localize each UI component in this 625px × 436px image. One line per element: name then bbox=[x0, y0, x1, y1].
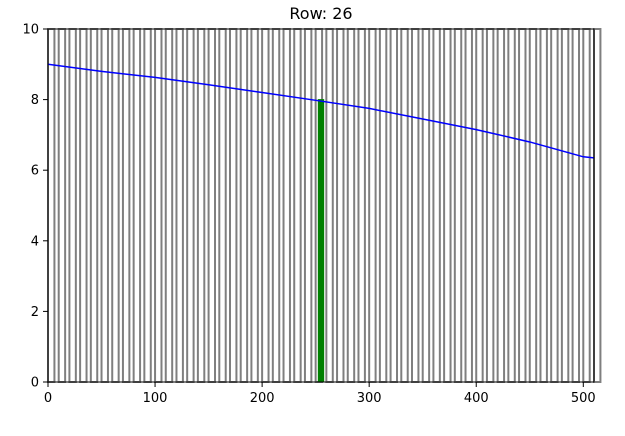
y-tick-label: 6 bbox=[31, 164, 39, 179]
bar bbox=[368, 28, 377, 383]
y-tick-label: 4 bbox=[31, 234, 39, 249]
bar bbox=[464, 28, 473, 383]
bar bbox=[111, 28, 120, 383]
bar bbox=[207, 28, 217, 383]
x-axis: 0 100 200 300 400 500 bbox=[44, 382, 596, 406]
chart-title: Row: 26 bbox=[289, 4, 352, 23]
bar bbox=[443, 28, 452, 383]
bar bbox=[271, 28, 281, 383]
bar bbox=[496, 28, 506, 383]
bar bbox=[303, 28, 313, 383]
bar bbox=[89, 28, 99, 383]
bar bbox=[485, 28, 495, 383]
bar bbox=[336, 28, 345, 383]
bar bbox=[389, 28, 399, 383]
bar bbox=[164, 28, 174, 383]
bar bbox=[528, 28, 538, 383]
y-tick-label: 2 bbox=[31, 305, 39, 320]
x-tick-label: 100 bbox=[143, 391, 168, 406]
bars-layer bbox=[47, 28, 602, 383]
highlight-layer bbox=[317, 99, 325, 383]
bar bbox=[539, 28, 548, 383]
highlighted-bar bbox=[317, 99, 325, 383]
x-tick-label: 500 bbox=[571, 391, 596, 406]
bar bbox=[154, 28, 163, 383]
bar bbox=[132, 28, 142, 383]
bar bbox=[357, 28, 366, 383]
bar bbox=[100, 28, 109, 383]
bar bbox=[175, 28, 184, 383]
bar bbox=[325, 28, 334, 383]
bar bbox=[293, 28, 302, 383]
bar bbox=[346, 28, 356, 383]
bar bbox=[432, 28, 441, 383]
y-axis: 0 2 4 6 8 10 bbox=[22, 23, 48, 391]
y-tick-label: 0 bbox=[31, 376, 39, 391]
bar bbox=[121, 28, 131, 383]
bar bbox=[550, 28, 559, 383]
bar bbox=[518, 28, 527, 383]
bar bbox=[400, 28, 409, 383]
bar bbox=[411, 28, 420, 383]
bar bbox=[421, 28, 431, 383]
bar bbox=[239, 28, 249, 383]
x-tick-label: 300 bbox=[357, 391, 382, 406]
bar bbox=[475, 28, 484, 383]
x-tick-label: 200 bbox=[250, 391, 275, 406]
bar bbox=[282, 28, 291, 383]
y-tick-label: 8 bbox=[31, 93, 39, 108]
bar bbox=[593, 28, 602, 383]
bar bbox=[453, 28, 463, 383]
bar bbox=[571, 28, 581, 383]
plot-frame bbox=[47, 28, 595, 383]
bar bbox=[250, 28, 259, 383]
line-layer bbox=[47, 63, 595, 159]
series-line bbox=[47, 63, 595, 159]
bar bbox=[507, 28, 516, 383]
bar bbox=[196, 28, 206, 383]
bar bbox=[560, 28, 570, 383]
bar bbox=[143, 28, 152, 383]
x-tick-label: 400 bbox=[464, 391, 489, 406]
bar bbox=[582, 28, 591, 383]
bar bbox=[218, 28, 227, 383]
bar bbox=[47, 28, 56, 383]
bar bbox=[229, 28, 238, 383]
y-tick-label: 10 bbox=[22, 23, 39, 38]
bar bbox=[378, 28, 388, 383]
bar bbox=[261, 28, 270, 383]
x-tick-label: 0 bbox=[44, 391, 52, 406]
bar bbox=[68, 28, 77, 383]
bar bbox=[57, 28, 67, 383]
bar bbox=[79, 28, 88, 383]
